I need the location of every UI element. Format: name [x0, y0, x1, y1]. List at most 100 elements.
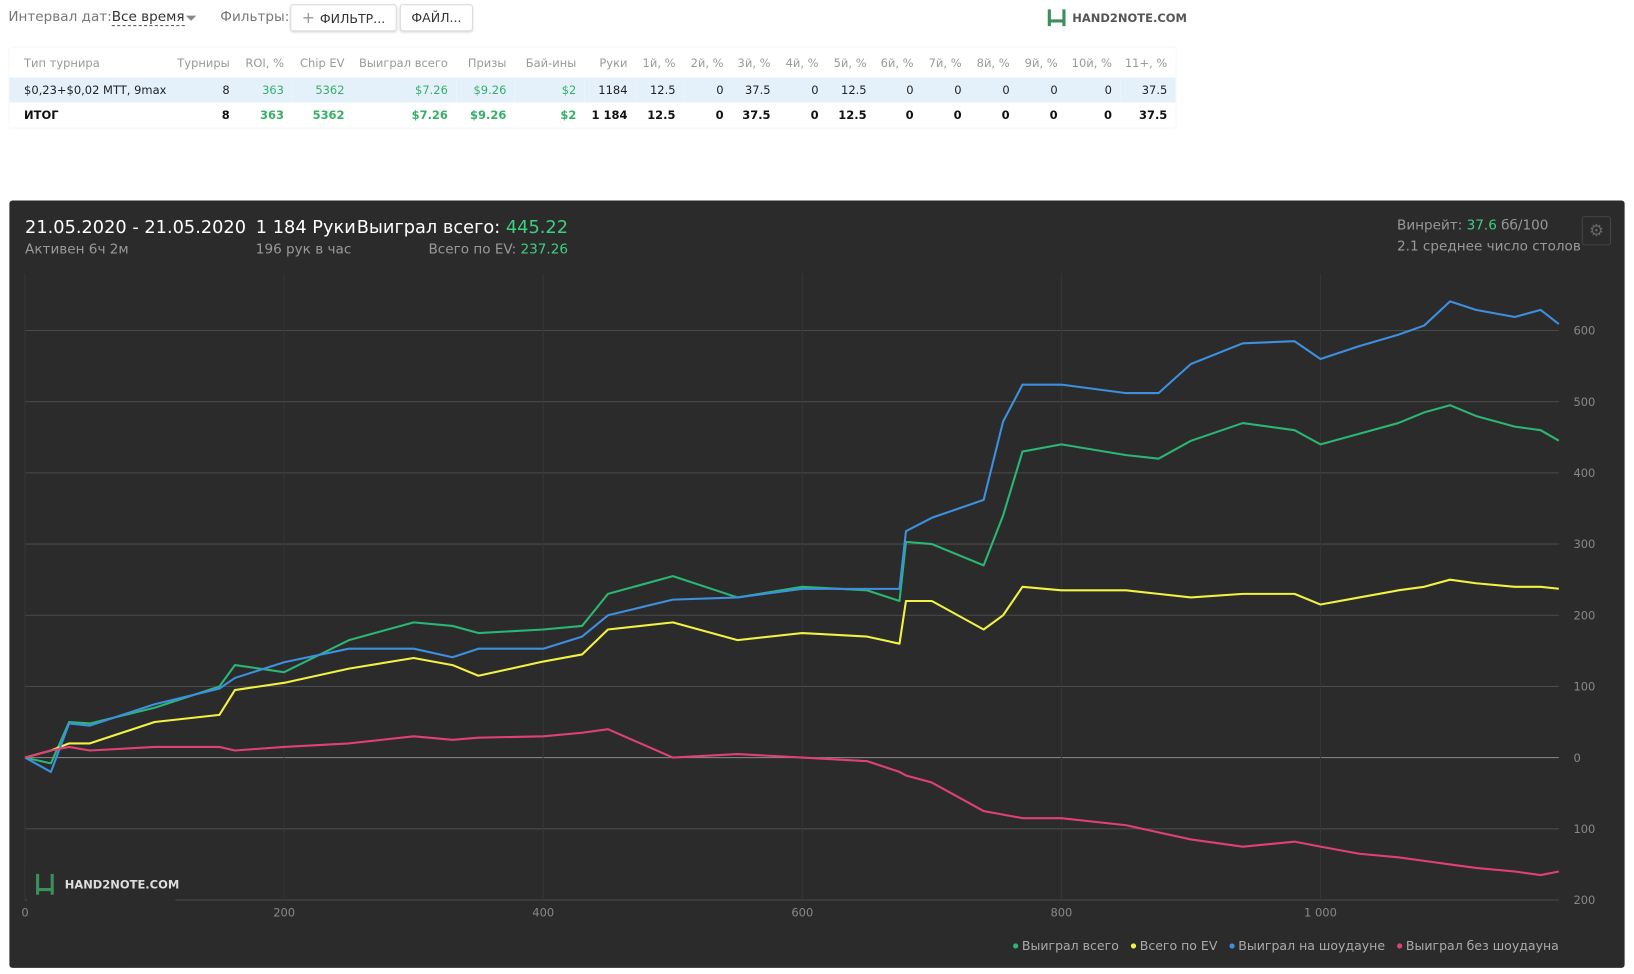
y-tick-label: 200 [1573, 893, 1595, 907]
table-cell: 0 [1103, 108, 1112, 122]
table-cell: 0 [811, 83, 819, 97]
date-range: 21.05.2020 - 21.05.2020 [25, 217, 247, 239]
ev-total: Всего по EV: 237.26 [428, 242, 568, 258]
column-header: 6й, % [880, 55, 914, 70]
avg-tables: 2.1 среднее число столов [1397, 239, 1581, 255]
won-total: Выиграл всего: 445.22 [357, 217, 568, 238]
legend-dot [1397, 943, 1403, 949]
x-tick-label: 200 [273, 906, 295, 920]
table-cell: 363 [262, 83, 284, 97]
watermark: HAND2NOTE.COM [65, 878, 180, 892]
watermark-icon [36, 873, 54, 895]
column-header: 1й, % [642, 55, 676, 70]
table-cell: 1184 [598, 83, 628, 97]
results-table: Тип турнира Турниры ROI, % Chip EV Выиграл в… [9, 48, 1176, 128]
table-cell: 0 [1049, 108, 1058, 122]
filter-button[interactable]: + ФИЛЬТР... [290, 4, 397, 32]
table-cell: 1 184 [591, 108, 628, 122]
logo: HAND2NOTE.COM [1072, 11, 1187, 26]
ev-value: 237.26 [520, 242, 568, 258]
won-label: Выиграл всего: [356, 217, 501, 239]
column-header: Выиграл всего [358, 55, 448, 70]
logo-icon [1047, 9, 1066, 27]
table-cell: $9.26 [470, 108, 507, 122]
y-tick-label: 400 [1573, 466, 1595, 480]
x-tick-label: 600 [791, 906, 813, 920]
table-cell: 12.5 [838, 108, 867, 122]
legend-dot [1130, 943, 1137, 949]
column-header: Тип турнира [24, 55, 100, 70]
table-cell: $2 [561, 83, 577, 97]
legend-label: Выиграл на шоудауне [1238, 938, 1385, 953]
x-tick-label: 0 [21, 906, 28, 920]
legend-dot [1229, 943, 1235, 949]
table-cell: $0,23+$0,02 MTT, 9max [24, 83, 167, 97]
table-cell: 0 [715, 108, 724, 122]
table-cell: 5362 [312, 108, 345, 122]
hands: 1 184 Руки [255, 217, 356, 239]
series-line [24, 300, 1560, 773]
table-row: $0,23+$0,02 MTT, 9max 8 363 5362 $7.26 $9.26 $… [9, 77, 1176, 103]
table-cell: 0 [1002, 83, 1010, 97]
table-cell: $2 [560, 108, 577, 122]
table-cell: 8 [221, 108, 230, 122]
legend-label: Выиграл без шоудауна [1406, 938, 1559, 953]
y-tick-label: 500 [1573, 395, 1595, 409]
table-cell: 37.5 [1141, 83, 1168, 97]
column-header: 7й, % [928, 55, 962, 70]
column-header: 9й, % [1024, 55, 1058, 70]
y-tick-label: 600 [1573, 324, 1595, 338]
table-cell: 12.5 [841, 83, 867, 97]
table-cell: 0 [1001, 108, 1010, 122]
active-time: Активен 6ч 2м [25, 242, 129, 258]
table-cell: 363 [260, 108, 284, 122]
series-line [24, 404, 1560, 765]
x-tick-label: 400 [532, 906, 554, 920]
series-line [24, 578, 1559, 759]
column-header: 2й, % [690, 55, 724, 70]
table-cell: 8 [222, 83, 230, 97]
filters-label: Фильтры: [220, 9, 290, 26]
winrate-value: 37.6 [1466, 218, 1497, 234]
winrate-label: Винрейт: [1397, 218, 1463, 234]
won-value: 445.22 [505, 217, 568, 239]
table-cell: 0 [1050, 83, 1058, 97]
date-select[interactable]: Все время [111, 9, 185, 27]
column-header: 5й, % [833, 55, 867, 70]
table-cell: 12.5 [647, 108, 676, 122]
column-header: Турниры [177, 55, 230, 70]
date-label: Интервал дат: [8, 9, 112, 26]
table-cell: $7.26 [415, 83, 448, 97]
table-cell: 0 [1104, 83, 1112, 97]
ev-label: Всего по EV: [428, 242, 517, 258]
settings-button[interactable]: ⚙ [1581, 216, 1612, 246]
file-button[interactable]: ФАЙЛ... [399, 4, 473, 32]
winrate: Винрейт: 37.6 бб/100 [1397, 218, 1548, 234]
winrate-unit: бб/100 [1501, 218, 1549, 234]
table-cell: 37.5 [1138, 108, 1168, 122]
column-header: Chip EV [299, 55, 345, 70]
y-tick-label: 200 [1573, 608, 1595, 622]
series-line [24, 728, 1560, 877]
table-cell: ИТОГ [24, 108, 59, 122]
filter-button-text: ФИЛЬТР... [319, 11, 386, 27]
column-header: 3й, % [737, 55, 771, 70]
table-cell: 0 [905, 108, 914, 122]
legend-label: Всего по EV [1140, 938, 1218, 953]
table-cell: 0 [906, 83, 914, 97]
table-cell: 12.5 [649, 83, 676, 97]
hands-per-hour: 196 рук в час [255, 242, 352, 258]
column-header: Призы [467, 55, 507, 70]
table-cell: $9.26 [473, 83, 507, 97]
legend-label: Выиграл всего [1022, 938, 1119, 953]
column-header: Руки [599, 55, 628, 70]
table-cell: 37.5 [744, 83, 771, 97]
table-cell: 37.5 [742, 108, 771, 122]
table-cell: 0 [810, 108, 819, 122]
column-header: 8й, % [976, 55, 1010, 70]
table-cell: 0 [954, 83, 962, 97]
y-tick-label: 100 [1573, 680, 1595, 694]
table-cell: 0 [716, 83, 724, 97]
